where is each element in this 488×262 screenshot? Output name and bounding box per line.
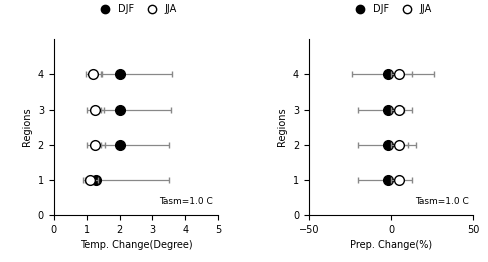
X-axis label: Temp. Change(Degree): Temp. Change(Degree) <box>80 240 192 250</box>
X-axis label: Prep. Change(%): Prep. Change(%) <box>350 240 432 250</box>
Y-axis label: Regions: Regions <box>22 108 32 146</box>
Text: Tasm=1.0 C: Tasm=1.0 C <box>415 197 468 206</box>
Text: Tasm=1.0 C: Tasm=1.0 C <box>160 197 213 206</box>
Legend: DJF, JJA: DJF, JJA <box>92 0 180 18</box>
Y-axis label: Regions: Regions <box>277 108 287 146</box>
Legend: DJF, JJA: DJF, JJA <box>347 0 435 18</box>
